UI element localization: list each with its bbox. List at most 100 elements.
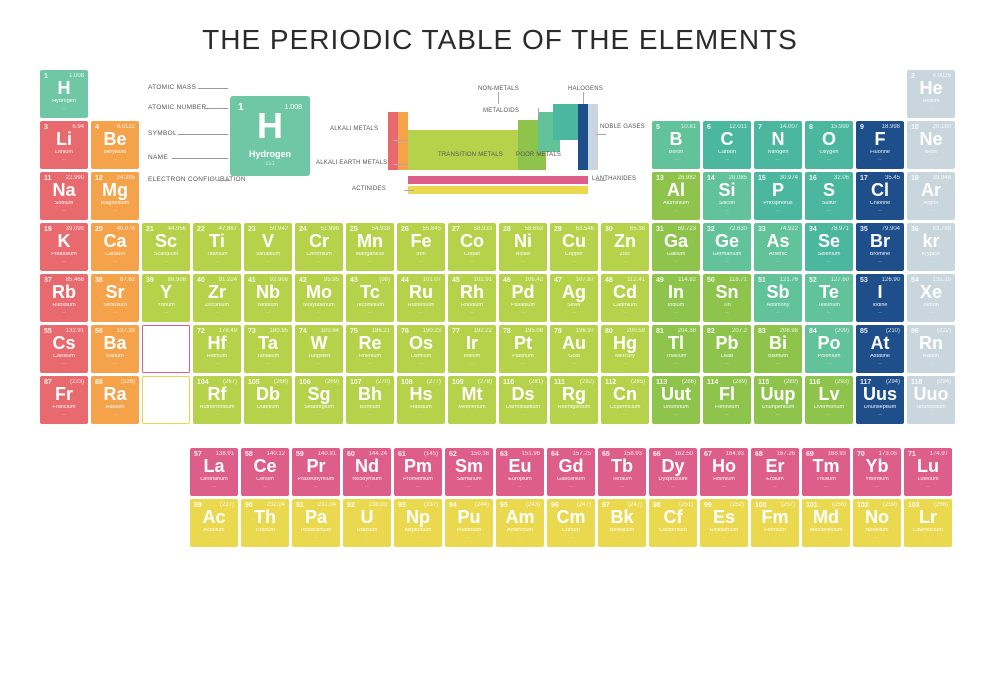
symbol: Th	[254, 508, 276, 526]
electron-config: —	[368, 259, 372, 263]
atomic-number: 80	[605, 328, 613, 335]
element-se: 3478.971SeSelenium—	[805, 223, 853, 271]
element-db: 105(268)DbDubnium—	[244, 376, 292, 424]
symbol: Tm	[813, 457, 840, 475]
name: Indium	[654, 303, 698, 309]
electron-config: —	[470, 310, 474, 314]
name: Osmium	[399, 354, 443, 360]
electron-config: —	[776, 310, 780, 314]
atomic-number: 72	[197, 328, 205, 335]
atomic-mass: 127.60	[831, 277, 849, 283]
symbol: Se	[818, 232, 840, 250]
symbol: Pm	[404, 457, 432, 475]
symbol: Cs	[52, 334, 75, 352]
electron-config: —	[164, 310, 168, 314]
name: Actinium	[192, 528, 236, 534]
symbol: Te	[819, 283, 839, 301]
atomic-number: 43	[350, 277, 358, 284]
symbol: P	[772, 181, 784, 199]
electron-config: —	[368, 412, 372, 416]
atomic-mass: 204.38	[678, 328, 696, 334]
atomic-mass: (268)	[274, 379, 288, 385]
element-fe: 2655.845FeIron—	[397, 223, 445, 271]
atomic-number: 105	[248, 379, 260, 386]
atomic-number: 4	[95, 124, 99, 131]
name: Fluorine	[858, 150, 902, 156]
electron-config: —	[878, 361, 882, 365]
atomic-mass: 168.93	[828, 451, 846, 457]
atomic-number: 108	[401, 379, 413, 386]
element-xe: 54131.29XeXenon—	[907, 274, 955, 322]
element-tl: 81204.38TlThallium—	[652, 325, 700, 373]
symbol: Sb	[766, 283, 789, 301]
name: Meitnerium	[450, 405, 494, 411]
atomic-mass: 95.95	[324, 277, 339, 283]
atomic-mass: (266)	[934, 502, 948, 508]
name: Neon	[909, 150, 953, 156]
electron-config: —	[419, 310, 423, 314]
symbol: Co	[460, 232, 484, 250]
name: Lead	[705, 354, 749, 360]
electron-config: —	[266, 361, 270, 365]
atomic-mass: (209)	[835, 328, 849, 334]
electron-config: —	[875, 535, 879, 539]
atomic-number: 21	[146, 226, 154, 233]
element-at: 85(210)AtAstatine—	[856, 325, 904, 373]
atomic-mass: 72.630	[729, 226, 747, 232]
symbol: Fr	[55, 385, 73, 403]
symbol: Li	[56, 130, 72, 148]
symbol: Ar	[921, 181, 941, 199]
electron-config: —	[215, 361, 219, 365]
atomic-mass: 69.723	[678, 226, 696, 232]
name: Lanthanum	[192, 477, 236, 483]
name: Selenium	[807, 252, 851, 258]
electron-config: —	[776, 361, 780, 365]
name: Boron	[654, 150, 698, 156]
symbol: Cd	[613, 283, 637, 301]
electron-config: —	[317, 310, 321, 314]
electron-config: —	[929, 157, 933, 161]
atomic-number: 78	[503, 328, 511, 335]
atomic-number: 59	[296, 451, 304, 458]
electron-config: —	[674, 208, 678, 212]
atomic-mass: (247)	[577, 502, 591, 508]
element-pu: 94(244)PuPlutonium—	[445, 499, 493, 547]
symbol: Pd	[511, 283, 534, 301]
atomic-number: 2	[911, 73, 915, 80]
name: Copper	[552, 252, 596, 258]
atomic-number: 112	[605, 379, 616, 386]
symbol: Al	[667, 181, 685, 199]
name: Silver	[552, 303, 596, 309]
electron-config: —	[926, 484, 930, 488]
atomic-number: 16	[809, 175, 817, 182]
name: Helium	[909, 99, 953, 105]
symbol: Ta	[258, 334, 278, 352]
name: Nobelium	[855, 528, 899, 534]
symbol: kr	[922, 232, 939, 250]
electron-config: —	[725, 412, 729, 416]
atomic-mass: 44.956	[168, 226, 186, 232]
element-cd: 48112.41CdCadmium—	[601, 274, 649, 322]
name: Xenon	[909, 303, 953, 309]
atomic-mass: 32.06	[834, 175, 849, 181]
atomic-number: 45	[452, 277, 460, 284]
atomic-mass: 151.96	[522, 451, 540, 457]
atomic-number: 97	[602, 502, 610, 509]
atomic-number: 39	[146, 277, 154, 284]
element-ti: 2247.867TiTitanium—	[193, 223, 241, 271]
electron-config: —	[266, 310, 270, 314]
electron-config: —	[263, 484, 267, 488]
symbol: Ho	[712, 457, 736, 475]
symbol: Ge	[715, 232, 739, 250]
atomic-number: 33	[758, 226, 766, 233]
electron-config: —	[518, 535, 522, 539]
symbol: Fl	[719, 385, 735, 403]
atomic-number: 22	[197, 226, 205, 233]
element-ds: 110(281)DsDarmstadtium—	[499, 376, 547, 424]
electron-config: —	[164, 259, 168, 263]
element-cf: 98(251)CfCalifornium—	[649, 499, 697, 547]
element-mt: 109(278)MtMeitnerium—	[448, 376, 496, 424]
name: Molybdenum	[297, 303, 341, 309]
symbol: H	[58, 79, 71, 97]
atomic-number: 77	[452, 328, 460, 335]
